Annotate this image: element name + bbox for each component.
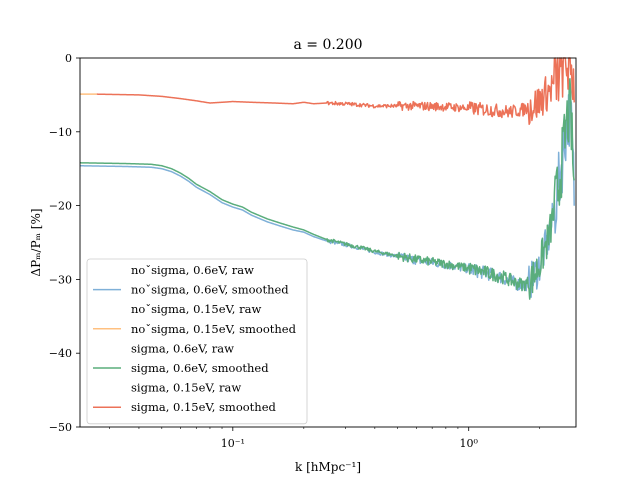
legend-entry: sigma, 0.6eV, smoothed — [131, 361, 269, 375]
legend-entry: noˇsigma, 0.15eV, raw — [131, 302, 261, 316]
y-tick-label: −40 — [49, 347, 72, 360]
x-tick-label: 10⁻¹ — [221, 437, 245, 450]
y-axis: 0 −10 −20 −30 −40 −50 — [49, 52, 80, 434]
legend-entry: noˇsigma, 0.15eV, smoothed — [131, 322, 297, 336]
y-tick-label: 0 — [65, 52, 72, 65]
legend: noˇsigma, 0.6eV, raw noˇsigma, 0.6eV, smo… — [86, 258, 308, 425]
x-tick-label: 10⁰ — [459, 437, 478, 450]
series-layer — [79, 57, 575, 300]
y-tick-label: −50 — [49, 421, 72, 434]
legend-entry: sigma, 0.15eV, smoothed — [131, 400, 277, 414]
x-axis: 10⁻¹ 10⁰ — [109, 427, 541, 450]
y-tick-label: −20 — [49, 200, 72, 213]
legend-entry: sigma, 0.6eV, raw — [131, 341, 234, 355]
chart-title: a = 0.200 — [293, 37, 362, 53]
legend-entry: noˇsigma, 0.6eV, raw — [131, 263, 254, 277]
series-line-7 — [96, 57, 575, 126]
series-line-5 — [79, 78, 575, 300]
y-tick-label: −10 — [49, 126, 72, 139]
x-axis-label: k [hMpc⁻¹] — [295, 460, 361, 474]
y-axis-label: ΔPₘ/Pₘ [%] — [29, 208, 43, 276]
legend-entry: sigma, 0.15eV, raw — [131, 381, 241, 395]
y-tick-label: −30 — [49, 273, 72, 286]
legend-box — [86, 258, 308, 425]
legend-entry: noˇsigma, 0.6eV, smoothed — [131, 283, 289, 297]
plot-frame — [79, 57, 577, 428]
